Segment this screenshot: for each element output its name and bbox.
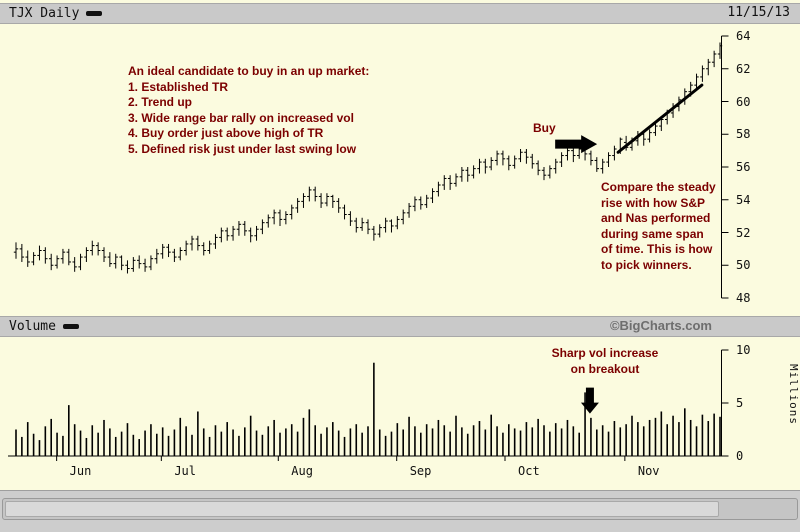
month-label: Jul	[174, 464, 197, 478]
volume-spike-annotation: Sharp vol increase on breakout	[551, 346, 659, 376]
bigcharts-watermark: ©BigCharts.com	[609, 318, 712, 333]
month-label: Aug	[291, 464, 313, 478]
chart-title-bar: TJX Daily 11/15/13	[0, 3, 800, 24]
price-chart-svg	[13, 35, 729, 299]
volume-axis-labels: 10 5 0	[736, 340, 780, 463]
price-axis-label: 48	[736, 291, 751, 305]
volume-units-label: Millions	[787, 364, 800, 425]
price-legend-dash-icon	[86, 11, 103, 16]
month-label: Sep	[409, 464, 432, 478]
price-axis-label: 54	[736, 192, 751, 207]
buy-checklist-annotation: An ideal candidate to buy in an up marke…	[128, 64, 370, 156]
volume-title: Volume	[9, 319, 56, 334]
horizontal-scrollbar[interactable]	[0, 490, 800, 532]
volume-chart-svg	[8, 349, 729, 461]
volume-title-bar: Volume ©BigCharts.com	[0, 316, 800, 337]
price-axis-label: 60	[736, 94, 751, 109]
volume-chart-panel	[8, 340, 730, 462]
volume-axis-label: 10	[736, 343, 751, 357]
month-label: Oct	[518, 464, 540, 478]
price-axis-label: 62	[736, 61, 751, 76]
price-axis-label: 64	[736, 29, 751, 43]
price-axis-labels: 64 62 60 58 56 54 52 50 48	[736, 28, 780, 310]
month-label: Nov	[637, 464, 660, 478]
price-axis-label: 58	[736, 127, 751, 142]
price-axis-label: 50	[736, 258, 751, 273]
chart-title: TJX Daily	[9, 6, 80, 21]
price-chart-panel	[8, 28, 730, 310]
price-axis-label: 52	[736, 225, 751, 240]
month-axis-labels: Jun Jul Aug Sep Oct Nov	[8, 464, 730, 480]
buy-annotation-label: Buy	[533, 121, 556, 135]
volume-legend-dash-icon	[62, 324, 79, 329]
volume-axis-label: 0	[736, 449, 744, 463]
price-axis-label: 56	[736, 160, 751, 174]
compare-annotation: Compare the steady rise with how S&P and…	[601, 180, 716, 272]
volume-axis-label: 5	[736, 396, 744, 410]
month-label: Jun	[69, 464, 92, 478]
scrollbar-track[interactable]	[2, 498, 798, 520]
chart-date: 11/15/13	[727, 5, 790, 20]
scrollbar-thumb[interactable]	[5, 501, 719, 517]
